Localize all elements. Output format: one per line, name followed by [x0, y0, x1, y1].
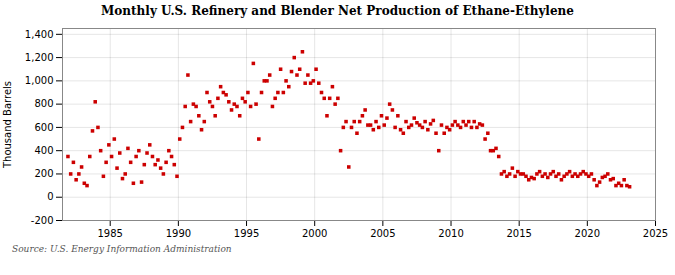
svg-text:600: 600 [34, 122, 53, 133]
svg-text:2015: 2015 [506, 228, 531, 239]
svg-text:400: 400 [34, 145, 53, 156]
html-text:Source: U.S. Energy Informatio: Source: U.S. Energy Information Administ… [12, 244, 232, 254]
svg-text:2005: 2005 [370, 228, 395, 239]
svg-text:Thousand Barrels: Thousand Barrels [2, 81, 13, 169]
svg-text:1990: 1990 [166, 228, 191, 239]
svg-text:0: 0 [47, 191, 53, 202]
svg-text:2025: 2025 [643, 228, 668, 239]
svg-text:1985: 1985 [97, 228, 122, 239]
svg-text:1,400: 1,400 [25, 29, 54, 40]
svg-text:2020: 2020 [575, 228, 600, 239]
svg-text:2000: 2000 [302, 228, 327, 239]
html-text:Monthly U.S. Refinery and Blen: Monthly U.S. Refinery and Blender Net Pr… [101, 4, 574, 18]
svg-text:1,000: 1,000 [25, 75, 54, 86]
svg-text:2010: 2010 [438, 228, 463, 239]
svg-text:1,200: 1,200 [25, 52, 54, 63]
svg-text:-200: -200 [31, 215, 54, 226]
svg-text:800: 800 [34, 98, 53, 109]
svg-text:1995: 1995 [234, 228, 259, 239]
svg-text:200: 200 [34, 168, 53, 179]
